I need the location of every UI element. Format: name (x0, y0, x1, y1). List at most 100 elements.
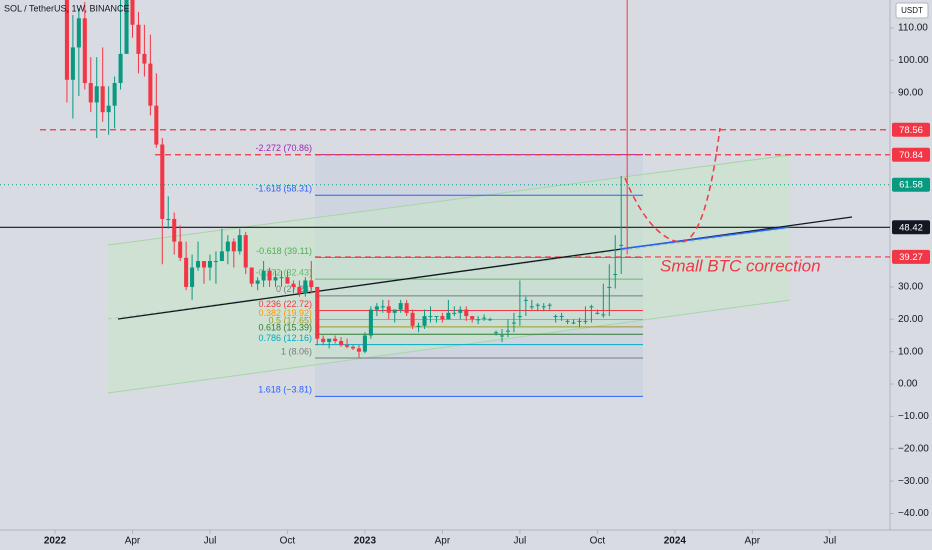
currency-box[interactable] (895, 2, 929, 19)
candle-body (273, 277, 278, 281)
fib-label: 1.618 (−3.81) (258, 385, 312, 395)
y-tick-label: −30.00 (898, 476, 929, 487)
candle-body (595, 312, 600, 314)
y-tick-label: 100.00 (898, 55, 929, 66)
candle-body (613, 273, 618, 275)
candle-body (440, 316, 445, 320)
candle-body (237, 235, 242, 252)
x-tick-label: Oct (280, 536, 296, 547)
candle-body (398, 303, 403, 310)
candle-body (309, 280, 314, 287)
x-tick-label: 2023 (354, 536, 377, 547)
price-tag-label: 39.27 (899, 252, 923, 263)
annotation: Small BTC correction (660, 256, 821, 275)
fib-label: 0 (27.24) (276, 284, 312, 294)
price-tag (892, 220, 930, 235)
price-tag (892, 249, 930, 264)
candle-body (362, 335, 367, 352)
candle-body (106, 105, 111, 113)
candle-body (94, 86, 99, 103)
candle-body (392, 309, 397, 313)
y-tick-label: 110.00 (898, 23, 928, 34)
support-line (619, 226, 791, 250)
candle-body (70, 47, 75, 80)
candle-body (374, 306, 379, 310)
candle-body (166, 218, 171, 220)
candle-body (482, 317, 487, 319)
x-tick-label: Jul (823, 536, 836, 547)
candle-body (172, 218, 177, 242)
fib-label: 0.786 (12.16) (258, 333, 312, 343)
fib-label: 1 (8.06) (281, 346, 312, 356)
y-tick-label: −20.00 (898, 443, 929, 454)
candle-body (291, 283, 296, 287)
candle-body (327, 338, 332, 342)
candle-body (303, 280, 308, 294)
candle-body (64, 0, 69, 80)
candle-body (422, 316, 427, 326)
candle-body (184, 257, 189, 287)
x-tick-label: 2022 (44, 536, 67, 547)
y-tick-label: 20.00 (898, 314, 923, 325)
candle-body (112, 83, 117, 106)
candle-body (356, 348, 361, 352)
candle-body (488, 319, 493, 321)
price-tag (892, 177, 930, 192)
x-tick-label: Apr (745, 536, 761, 547)
candle-body (577, 320, 582, 322)
candle-body (386, 306, 391, 313)
candle-body (231, 241, 236, 252)
candle-layer (64, 0, 628, 359)
candle-body (470, 316, 475, 320)
candle-body (100, 86, 105, 113)
candle-body (82, 18, 87, 84)
candle-body (249, 267, 254, 284)
candle-body (571, 322, 576, 324)
fib-label: 0.618 (15.39) (258, 323, 312, 333)
candle-body (190, 267, 195, 287)
candle-body (333, 338, 338, 341)
candle-body (416, 325, 421, 327)
candle-body (553, 316, 558, 318)
x-tick-label: 2024 (664, 536, 687, 547)
x-tick-label: Oct (590, 536, 606, 547)
fib-label: 0.5 (17.65) (268, 315, 312, 325)
candle-body (178, 241, 183, 258)
candle-body (434, 316, 439, 318)
candle-body (476, 319, 481, 321)
candle-body (261, 270, 266, 281)
candle-body (225, 241, 230, 252)
currency-label[interactable]: USDT (901, 6, 923, 15)
candle-body (404, 303, 409, 313)
candle-body (196, 261, 201, 268)
candle-body (380, 306, 385, 308)
candle-body (517, 316, 522, 318)
y-tick-label: 90.00 (898, 87, 923, 98)
fib-label: -0.272 (32.43) (255, 267, 312, 277)
chart-title: SOL / TetherUS, 1W, BINANCE (4, 3, 130, 13)
candle-body (267, 270, 272, 281)
candle-body (619, 244, 624, 246)
y-tick-label: −10.00 (898, 411, 929, 422)
candle-body (255, 280, 260, 284)
candle-body (321, 338, 326, 342)
price-tag-label: 48.42 (899, 222, 923, 233)
candle-body (494, 332, 499, 334)
y-tick-label: −40.00 (898, 508, 929, 519)
candle-body (458, 309, 463, 313)
candle-body (142, 53, 147, 64)
candle-body (130, 0, 135, 25)
y-tick-label: 30.00 (898, 282, 923, 293)
candle-body (547, 304, 552, 306)
y-tick-label: 0.00 (898, 379, 918, 390)
candle-body (243, 235, 248, 268)
price-tag-label: 61.58 (899, 180, 923, 191)
x-tick-label: Apr (125, 536, 141, 547)
candle-body (607, 286, 612, 288)
candle-body (118, 53, 123, 84)
candle-body (350, 346, 356, 349)
price-tag (892, 122, 930, 137)
candle-body (201, 261, 207, 268)
trend-line (117, 216, 853, 320)
